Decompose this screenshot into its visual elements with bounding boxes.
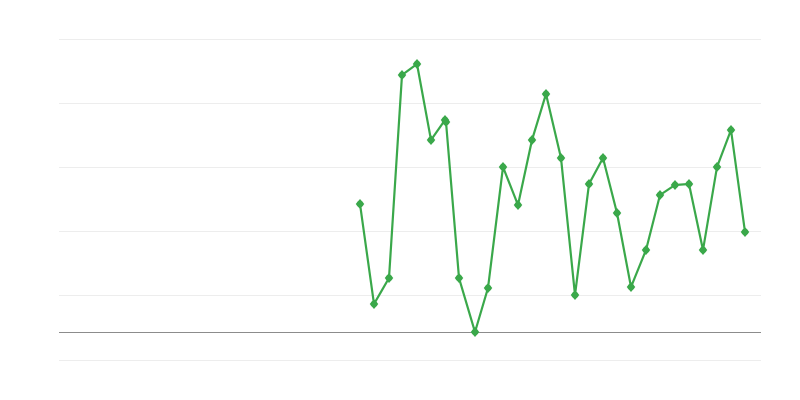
data-point-core[interactable] xyxy=(656,191,664,199)
data-point-core[interactable] xyxy=(514,201,522,209)
data-point-core[interactable] xyxy=(528,136,536,144)
data-point-core[interactable] xyxy=(599,154,607,162)
data-point-core[interactable] xyxy=(413,60,421,68)
data-point-core[interactable] xyxy=(385,274,393,282)
gridlines xyxy=(59,39,761,361)
data-point-core[interactable] xyxy=(741,228,749,236)
data-point-core[interactable] xyxy=(585,180,593,188)
data-point-core[interactable] xyxy=(671,181,679,189)
data-point-core[interactable] xyxy=(727,126,735,134)
data-point-core[interactable] xyxy=(542,90,550,98)
data-point-core[interactable] xyxy=(571,291,579,299)
data-point-core[interactable] xyxy=(627,283,635,291)
data-point-core[interactable] xyxy=(713,163,721,171)
data-point-core[interactable] xyxy=(484,284,492,292)
data-point-core[interactable] xyxy=(499,163,507,171)
data-point-core[interactable] xyxy=(699,246,707,254)
data-point-core[interactable] xyxy=(455,274,463,282)
data-point-core[interactable] xyxy=(557,154,565,162)
data-point-core[interactable] xyxy=(356,200,364,208)
data-point-core[interactable] xyxy=(685,180,693,188)
data-point-core[interactable] xyxy=(427,136,435,144)
data-point-core[interactable] xyxy=(398,71,406,79)
data-point-core[interactable] xyxy=(642,246,650,254)
data-point-core[interactable] xyxy=(471,328,479,336)
data-point-core[interactable] xyxy=(370,300,378,308)
data-point-markers xyxy=(355,59,750,337)
data-point-core[interactable] xyxy=(442,118,450,126)
data-point-core[interactable] xyxy=(613,209,621,217)
